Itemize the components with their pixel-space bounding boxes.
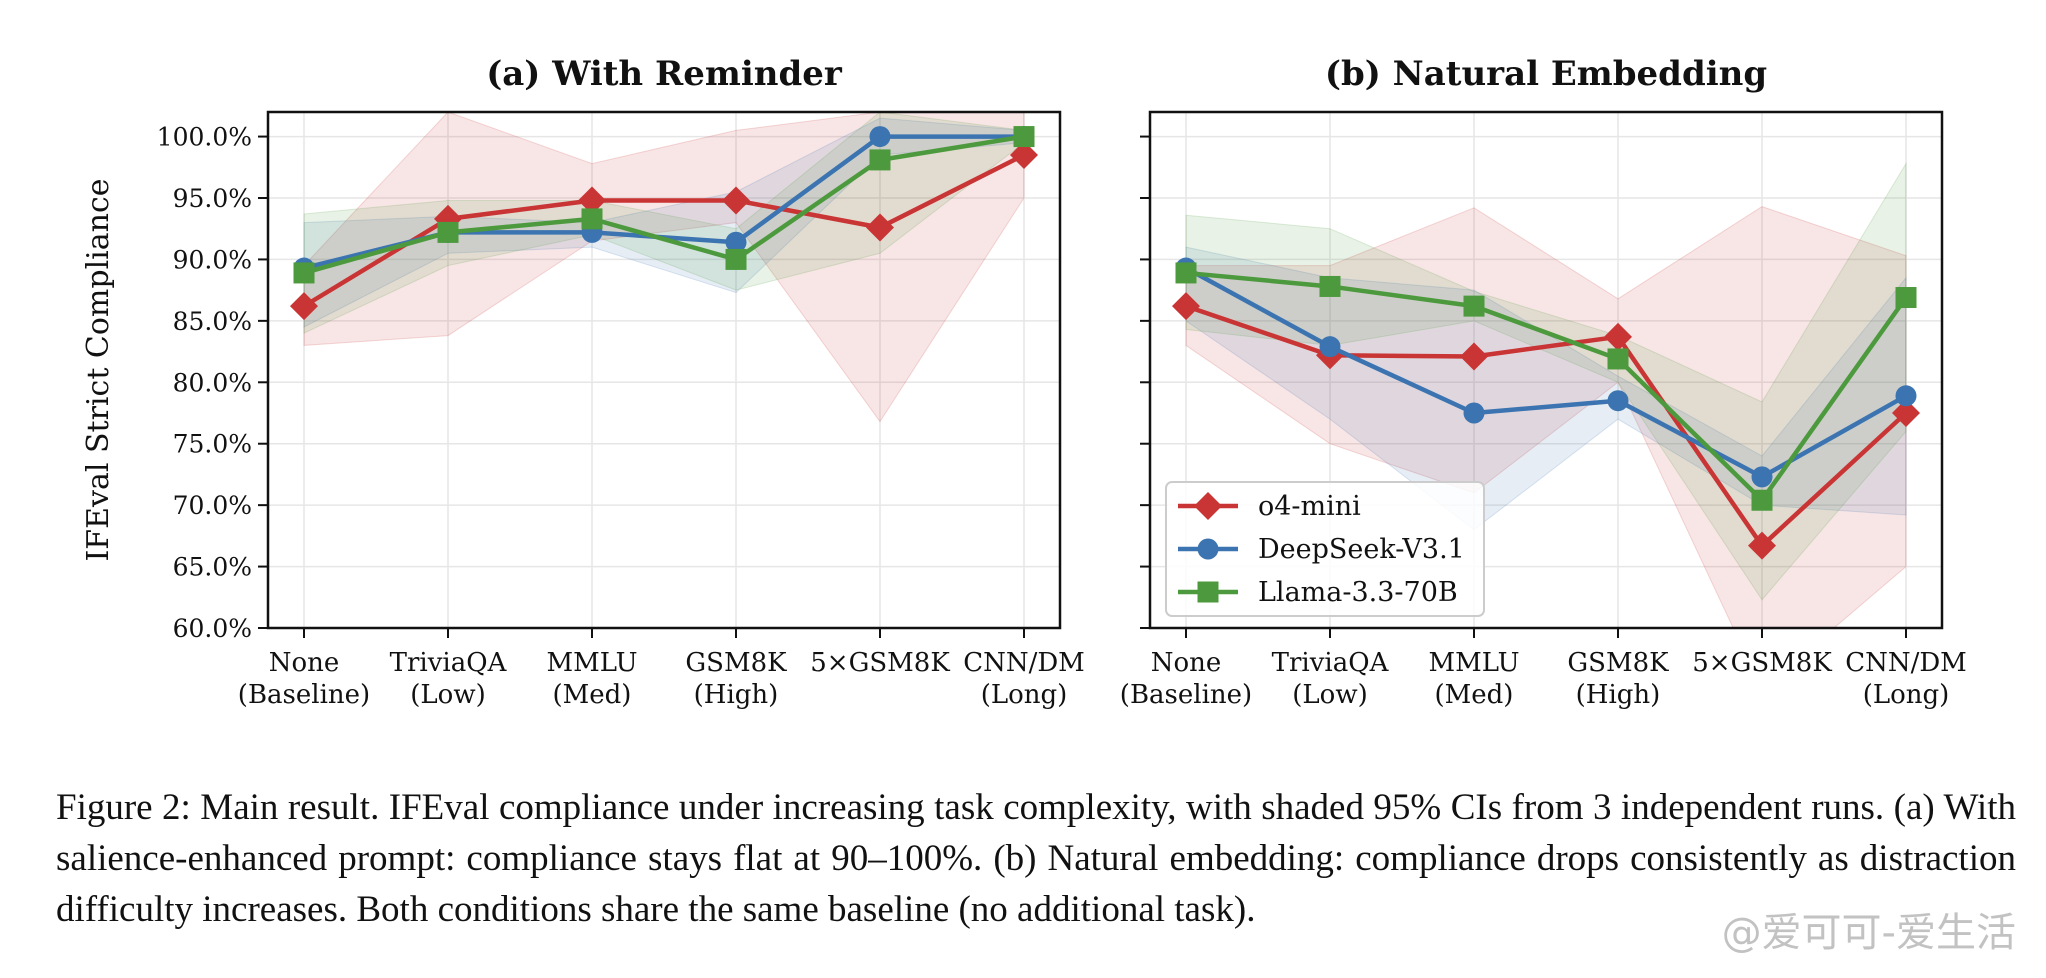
data-point-llama-3-3-70b (1319, 275, 1341, 297)
plot-frame (266, 110, 1062, 630)
x-tick-label: TriviaQA (390, 648, 508, 678)
series-line-llama-3-3-70b (1185, 270, 1908, 503)
data-point-llama-3-3-70b (869, 149, 891, 171)
x-tick-label: 5×GSM8K (1692, 648, 1832, 678)
plot-frame (1148, 110, 1944, 630)
plot-area (1172, 161, 1920, 628)
y-axis-label: IFEval Strict Compliance (81, 178, 116, 561)
x-tick-label: (Med) (1435, 680, 1514, 710)
y-tick-label: 85.0% (173, 307, 252, 336)
legend-marker-o4-mini (1194, 492, 1222, 520)
series-line-o4-mini (1185, 303, 1908, 548)
x-tick-label: GSM8K (1567, 648, 1669, 678)
data-point-llama-3-3-70b (1751, 489, 1773, 511)
ci-band-o4-mini (303, 112, 1025, 423)
x-tick-label: (Long) (1863, 680, 1950, 710)
legend-marker-deepseek-v3-1 (1197, 538, 1219, 560)
legend-label: Llama-3.3-70B (1258, 577, 1458, 608)
chart-title: (a) With Reminder (486, 54, 843, 94)
series-line-llama-3-3-70b (303, 134, 1025, 276)
x-tick-label: CNN/DM (963, 648, 1085, 678)
x-tick-label: (High) (694, 680, 779, 710)
y-tick-label: 75.0% (173, 430, 252, 459)
legend-box (1165, 481, 1485, 617)
data-point-llama-3-3-70b (1463, 295, 1485, 317)
y-tick-label: 100.0% (157, 123, 252, 152)
x-tick-label: (Baseline) (238, 680, 370, 710)
data-point-deepseek-v3-1 (1895, 385, 1917, 407)
x-tick-label: (High) (1576, 680, 1661, 710)
chart-panel-1: None(Baseline) TriviaQA(Low) MMLU(Med) GSM8… (1120, 54, 1967, 710)
ci-band-o4-mini (1185, 206, 1907, 628)
chart-title: (b) Natural Embedding (1325, 54, 1767, 94)
y-tick-label: 70.0% (173, 491, 252, 520)
data-point-llama-3-3-70b (1895, 287, 1917, 309)
y-tick-label: 90.0% (173, 245, 252, 274)
x-tick-label: MMLU (1429, 648, 1520, 678)
x-tick-label: TriviaQA (1272, 648, 1390, 678)
data-point-llama-3-3-70b (1607, 348, 1629, 370)
x-tick-label: (Long) (981, 680, 1068, 710)
x-tick-label: GSM8K (685, 648, 787, 678)
data-point-o4-mini (1010, 141, 1038, 169)
data-point-llama-3-3-70b (437, 221, 459, 243)
x-tick-label: MMLU (547, 648, 638, 678)
data-point-deepseek-v3-1 (1319, 336, 1341, 358)
chart-panel-0: 60.0% 65.0% 70.0% 75.0% 80.0% 85.0% 90.0% 95.0%… (81, 54, 1085, 710)
data-point-o4-mini (1172, 292, 1200, 321)
legend: o4-mini DeepSeek-V3.1 Llama-3.3-70B (1165, 481, 1485, 617)
data-point-llama-3-3-70b (293, 262, 315, 284)
plot-area (290, 112, 1038, 423)
legend-label: o4-mini (1258, 491, 1361, 522)
x-tick-label: 5×GSM8K (810, 648, 950, 678)
y-tick-label: 80.0% (173, 368, 252, 397)
x-tick-label: (Low) (410, 680, 485, 710)
data-point-deepseek-v3-1 (1463, 402, 1485, 424)
x-tick-label: CNN/DM (1845, 648, 1967, 678)
x-tick-label: (Baseline) (1120, 680, 1252, 710)
figure: 60.0% 65.0% 70.0% 75.0% 80.0% 85.0% 90.0% 95.0%… (81, 54, 1967, 710)
x-tick-label: (Low) (1292, 680, 1367, 710)
data-point-o4-mini (866, 213, 894, 242)
series-line-o4-mini (302, 152, 1026, 309)
x-tick-label: (Med) (553, 680, 632, 710)
data-point-o4-mini (1460, 342, 1488, 371)
data-point-llama-3-3-70b (1013, 126, 1035, 148)
y-tick-label: 60.0% (173, 614, 252, 643)
data-point-deepseek-v3-1 (1751, 466, 1773, 488)
data-point-o4-mini (1604, 322, 1632, 351)
legend-marker-llama-3-3-70b (1197, 581, 1219, 603)
data-point-deepseek-v3-1 (1607, 390, 1629, 412)
x-tick-label: None (269, 648, 340, 678)
data-point-o4-mini (290, 292, 318, 321)
y-tick-label: 65.0% (173, 553, 252, 582)
data-point-deepseek-v3-1 (725, 231, 747, 253)
watermark: @爱可可-爱生活 (1721, 910, 2016, 956)
y-tick-label: 95.0% (173, 184, 252, 213)
figure-caption: Figure 2: Main result. IFEval compliance… (56, 787, 2016, 930)
data-point-o4-mini (1748, 531, 1776, 560)
data-point-o4-mini (722, 186, 750, 215)
data-point-llama-3-3-70b (725, 248, 747, 270)
x-tick-label: None (1151, 648, 1222, 678)
data-point-o4-mini (1892, 399, 1920, 427)
data-point-llama-3-3-70b (1175, 262, 1197, 284)
data-point-llama-3-3-70b (581, 208, 603, 230)
data-point-o4-mini (578, 186, 606, 215)
legend-label: DeepSeek-V3.1 (1258, 534, 1465, 565)
data-point-deepseek-v3-1 (869, 126, 891, 148)
